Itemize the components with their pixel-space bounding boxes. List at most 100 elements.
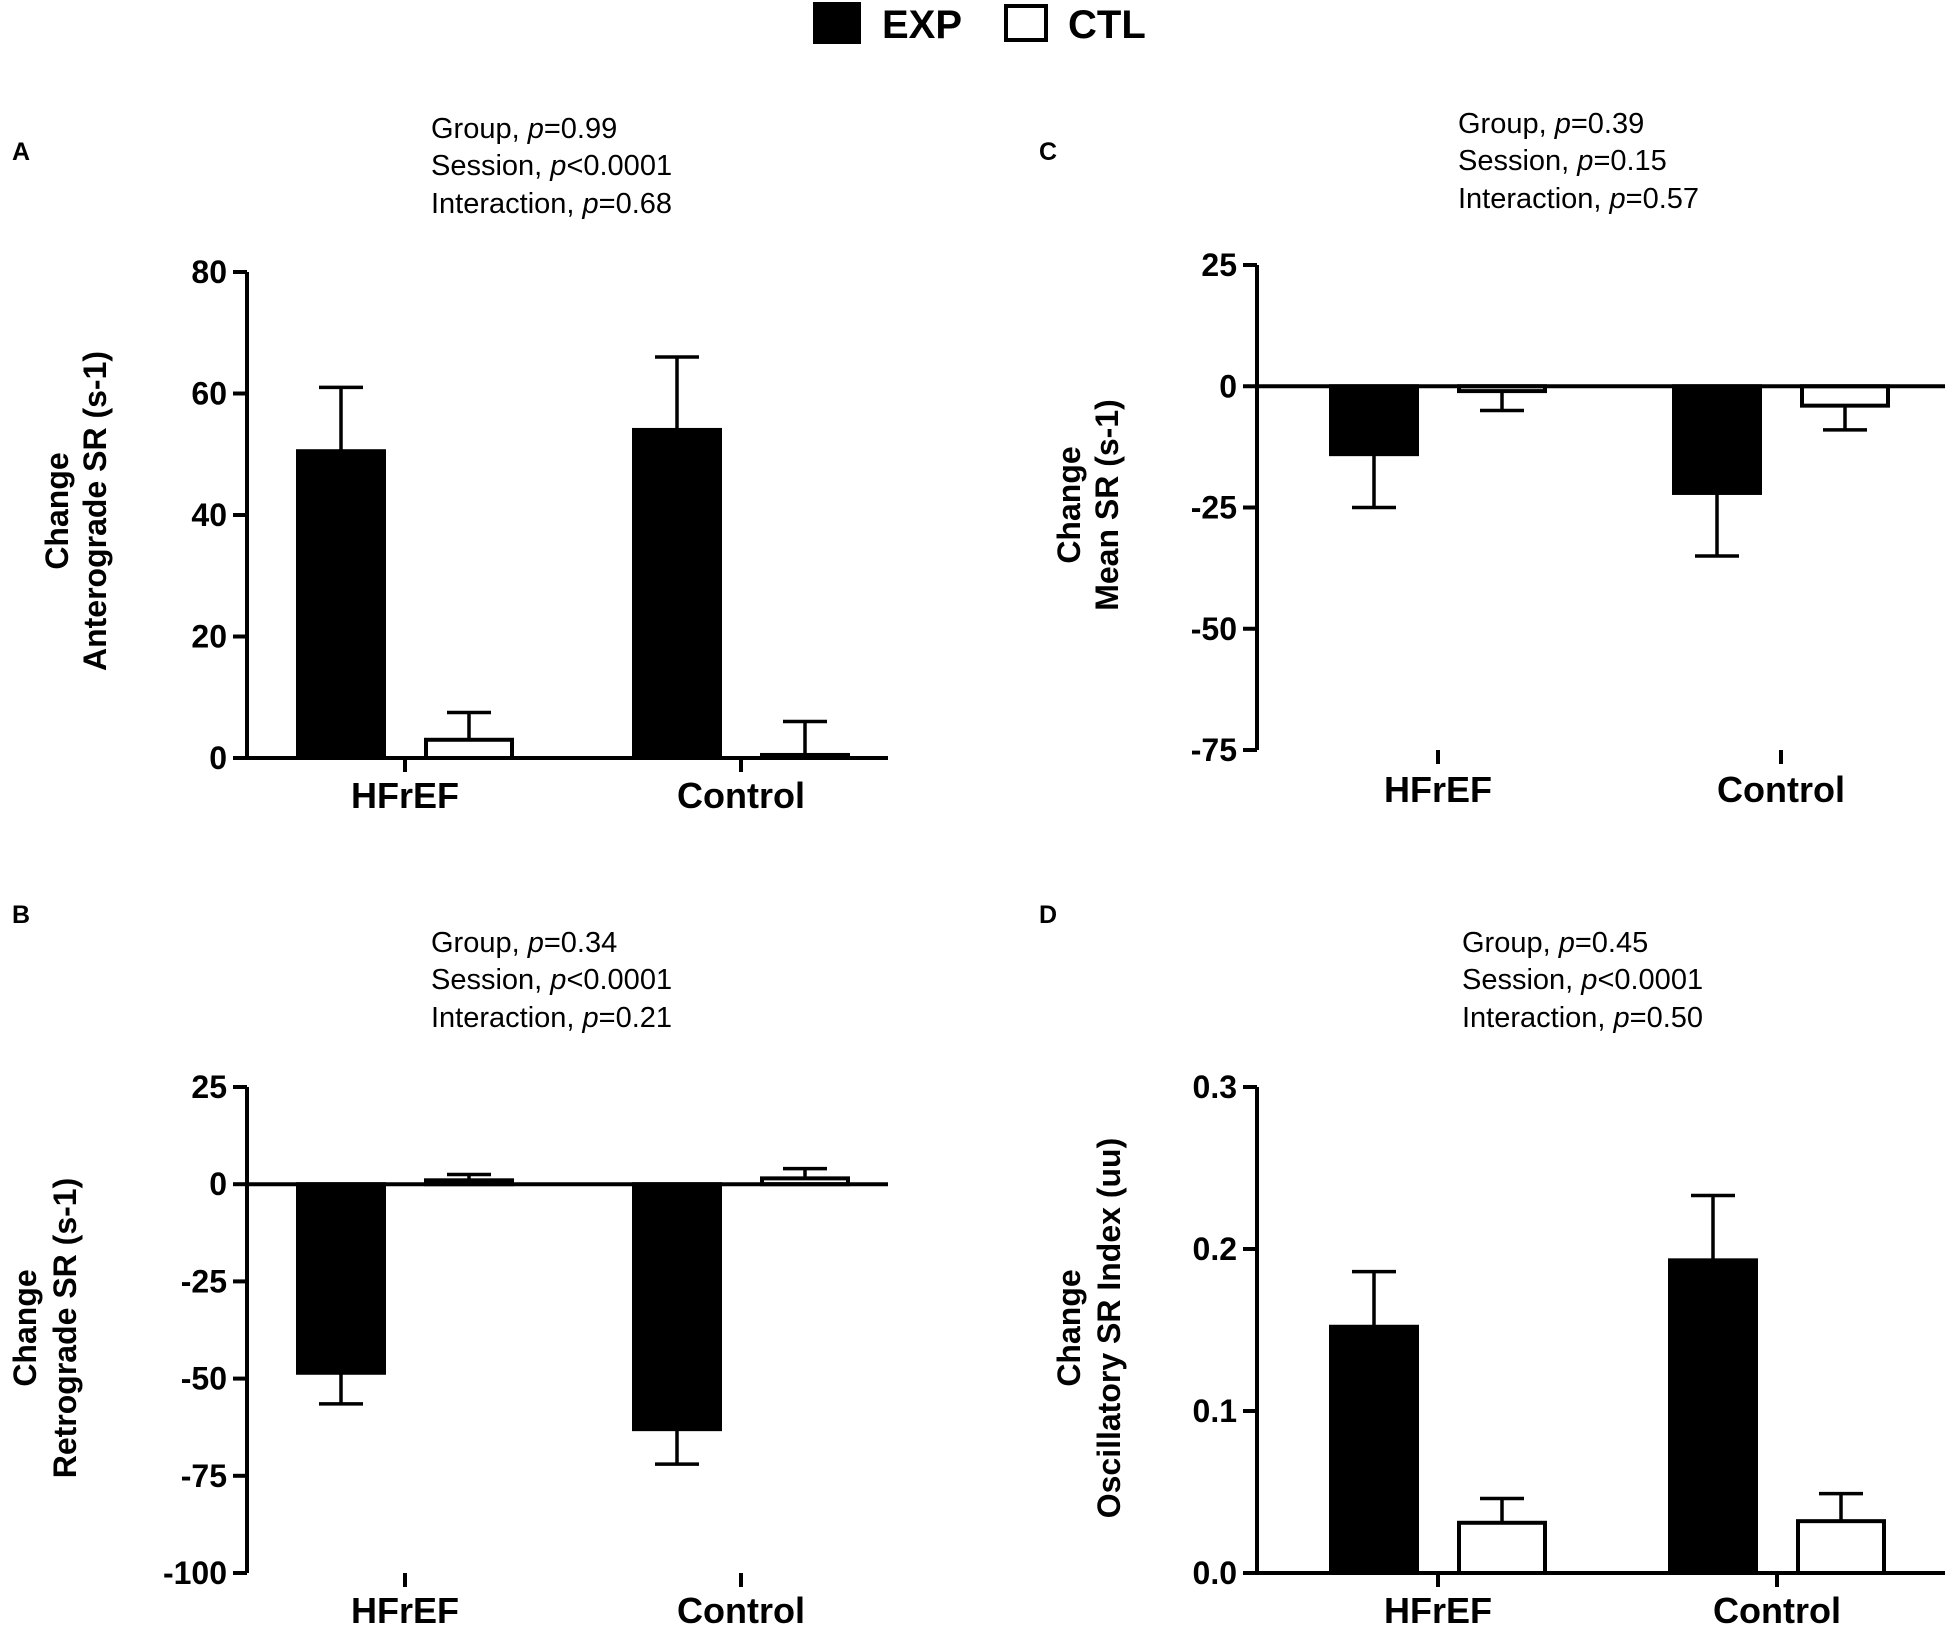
stat-value: =0.39 [1571,108,1644,140]
y-tick-label: -100 [163,1555,227,1591]
y-tick-label: -50 [1191,611,1237,647]
bar-exp-control [632,1182,722,1432]
stat-value: =0.99 [544,113,617,145]
legend-swatch-exp [813,2,861,44]
stat-line: Interaction, p=0.21 [431,1002,672,1034]
stat-p-symbol: p [1554,108,1571,140]
y-tick-label: 0.0 [1193,1555,1237,1591]
legend-label-exp: EXP [882,3,962,47]
legend-label-ctl: CTL [1068,3,1146,47]
stat-prefix: Interaction, [1458,183,1610,215]
y-tick-label: -75 [1191,732,1237,768]
stat-prefix: Session, [1462,964,1581,996]
x-category-label: HFrEF [351,1590,459,1630]
panel-letter: B [12,901,30,929]
y-axis-title-line: Anterograde SR (s-1) [77,351,113,671]
bar-exp-hfref [1329,384,1419,457]
bar-ctl-control [1800,384,1890,408]
bar-exp-control [632,427,722,760]
panel-letter: A [12,138,30,166]
stat-p-symbol: p [582,1002,599,1034]
bar-exp-control [1668,1258,1758,1575]
bar-ctl-hfref [1457,1520,1547,1576]
stat-prefix: Session, [1458,145,1577,177]
y-tick-label: -75 [181,1458,227,1494]
stat-value: <0.0001 [1597,964,1703,996]
x-category-label: Control [1713,1590,1841,1630]
stat-prefix: Group, [1458,108,1555,140]
x-category-label: Control [1717,769,1845,810]
stat-p-symbol: p [1609,183,1626,215]
y-axis-title-line: Change [1051,1269,1087,1386]
stat-p-symbol: p [527,927,544,959]
stat-p-symbol: p [1580,964,1597,996]
stat-value: =0.15 [1593,145,1666,177]
y-tick-label: 60 [191,376,227,412]
bar-exp-hfref [296,449,386,760]
stat-line: Group, p=0.34 [431,927,617,959]
y-tick-label: 40 [191,497,227,533]
stat-prefix: Interaction, [431,1002,583,1034]
stat-value: =0.34 [544,927,617,959]
legend-swatch-ctl [1004,4,1048,42]
y-tick-label: 25 [191,1069,227,1105]
stat-line: Group, p=0.99 [431,113,617,145]
stat-prefix: Interaction, [1462,1002,1614,1034]
stat-p-symbol: p [527,113,544,145]
x-category-label: HFrEF [1384,769,1492,810]
y-axis-title-line: Retrograde SR (s-1) [47,1178,83,1479]
x-category-label: Control [677,775,805,816]
stat-p-symbol: p [1576,145,1593,177]
x-category-label: HFrEF [1384,1590,1492,1630]
stat-line: Session, p<0.0001 [431,964,672,996]
stat-p-symbol: p [1613,1002,1630,1034]
stat-p-symbol: p [1558,927,1575,959]
stat-prefix: Group, [431,927,528,959]
stat-value: =0.45 [1575,927,1648,959]
y-tick-label: -25 [1191,490,1237,526]
y-axis-title-line: Change [7,1269,43,1386]
stat-value: <0.0001 [566,150,672,182]
panel-letter: D [1039,901,1057,929]
stat-line: Interaction, p=0.57 [1458,183,1699,215]
stat-line: Interaction, p=0.68 [431,188,672,220]
stat-prefix: Group, [1462,927,1559,959]
y-tick-label: 0 [1219,368,1237,404]
stat-value: <0.0001 [566,964,672,996]
y-tick-label: -50 [181,1361,227,1397]
bar-exp-hfref [296,1182,386,1375]
stat-line: Group, p=0.39 [1458,108,1644,140]
stat-prefix: Session, [431,964,550,996]
stat-p-symbol: p [582,188,599,220]
stat-prefix: Interaction, [431,188,583,220]
y-axis-title-line: Change [1051,446,1087,563]
y-tick-label: 0 [209,740,227,776]
bar-ctl-hfref [424,737,514,761]
y-tick-label: 0.2 [1193,1231,1237,1267]
stat-line: Session, p=0.15 [1458,145,1667,177]
y-tick-label: 0 [209,1166,227,1202]
stat-line: Session, p<0.0001 [1462,964,1703,996]
bar-ctl-control [1796,1519,1886,1576]
stat-line: Interaction, p=0.50 [1462,1002,1703,1034]
y-tick-label: 0.1 [1193,1393,1237,1429]
stat-prefix: Session, [431,150,550,182]
bar-exp-control [1672,384,1762,495]
bar-exp-hfref [1329,1324,1419,1576]
x-category-label: HFrEF [351,775,459,816]
y-tick-label: 0.3 [1193,1069,1237,1105]
stat-prefix: Group, [431,113,528,145]
y-axis-title-line: Change [39,452,75,569]
stat-line: Session, p<0.0001 [431,150,672,182]
y-tick-label: 25 [1201,247,1237,283]
stat-value: =0.50 [1630,1002,1703,1034]
panel-letter: C [1039,138,1057,166]
y-axis-title-line: Mean SR (s-1) [1089,399,1125,611]
stat-value: =0.21 [599,1002,672,1034]
legend: EXP CTL [813,2,1146,47]
